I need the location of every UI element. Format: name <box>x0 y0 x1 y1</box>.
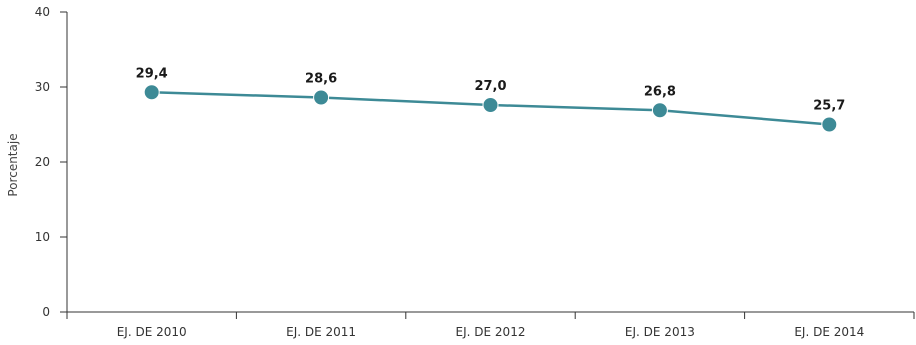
series-group: 29,4 28,6 27,0 26,8 25,7 <box>136 66 845 133</box>
data-point <box>821 116 838 133</box>
data-point <box>313 89 330 106</box>
data-point <box>482 97 499 113</box>
data-label: 26,8 <box>644 84 676 99</box>
x-tick-label: EJ. DE 2010 <box>117 325 187 339</box>
data-label: 28,6 <box>305 72 337 87</box>
y-axis-title: Porcentaje <box>6 133 20 196</box>
x-tick-label: EJ. DE 2011 <box>286 325 356 339</box>
x-axis: EJ. DE 2010 EJ. DE 2011 EJ. DE 2012 EJ. DE … <box>66 311 915 339</box>
x-tick-label: EJ. DE 2014 <box>794 325 864 339</box>
x-tick-label: EJ. DE 2013 <box>625 325 695 339</box>
y-axis: 0 10 20 30 40 <box>35 5 68 319</box>
y-tick-label: 40 <box>35 5 50 19</box>
data-label: 27,0 <box>474 79 506 94</box>
x-tick-label: EJ. DE 2012 <box>456 325 526 339</box>
data-label: 29,4 <box>136 66 168 81</box>
y-tick-label: 30 <box>35 80 50 94</box>
y-tick-label: 20 <box>35 155 50 169</box>
data-point <box>143 84 160 101</box>
data-point <box>651 102 668 119</box>
data-label: 25,7 <box>813 99 845 114</box>
y-tick-label: 0 <box>42 305 50 319</box>
y-tick-label: 10 <box>35 230 50 244</box>
